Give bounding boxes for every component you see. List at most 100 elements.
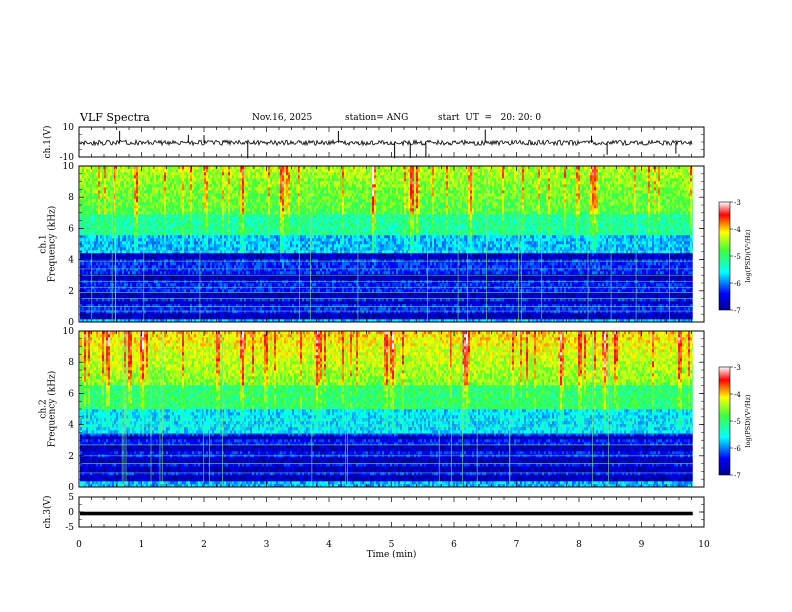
spectrogram-cell	[196, 199, 198, 202]
spectrogram-cell	[158, 187, 160, 190]
spectrogram-cell	[98, 196, 100, 199]
spectrogram-cell	[122, 175, 124, 178]
spectrogram-cell	[222, 178, 224, 181]
spectrogram-cell	[224, 274, 226, 277]
spectrogram-cell	[242, 268, 244, 271]
spectrogram-cell	[180, 169, 182, 172]
spectrogram-cell	[152, 169, 154, 172]
spectrogram-cell	[130, 301, 132, 304]
spectrogram-cell	[204, 301, 206, 304]
spectrogram-cell	[92, 316, 94, 319]
spectrogram-cell	[222, 289, 224, 292]
spectrogram-cell	[206, 169, 208, 172]
spectrogram-cell	[104, 205, 106, 208]
spectrogram-cell	[86, 208, 88, 211]
spectrogram-cell	[148, 184, 150, 187]
spectrogram-cell	[88, 196, 90, 199]
spectrogram-cell	[196, 184, 198, 187]
spectrogram-cell	[80, 238, 82, 241]
spectrogram-cell	[228, 259, 230, 262]
spectrogram-cell	[128, 247, 130, 250]
spectrogram-cell	[80, 199, 82, 202]
spectrogram-cell	[214, 190, 216, 193]
spectrogram-cell	[218, 283, 220, 286]
spectrogram-cell	[122, 199, 124, 202]
spectrogram-cell	[194, 274, 196, 277]
spectrogram-cell	[190, 268, 192, 271]
spectrogram-cell	[140, 193, 142, 196]
spectrogram-cell	[100, 259, 102, 262]
spectrogram-cell	[128, 196, 130, 199]
spectrogram-cell	[166, 175, 168, 178]
spectrogram-cell	[168, 202, 170, 205]
spectrogram-cell	[128, 172, 130, 175]
spectrogram-cell	[108, 235, 110, 238]
spectrogram-cell	[166, 262, 168, 265]
spectrogram-cell	[164, 289, 166, 292]
spectrogram-cell	[162, 175, 164, 178]
spectrogram-cell	[230, 205, 232, 208]
spectrogram-cell	[130, 283, 132, 286]
spectrogram-cell	[162, 244, 164, 247]
spectrogram-cell	[160, 238, 162, 241]
spectrogram-cell	[134, 238, 136, 241]
spectrogram-cell	[182, 226, 184, 229]
spectrogram-cell	[178, 262, 180, 265]
spectrogram-cell	[162, 196, 164, 199]
spectrogram-cell	[118, 241, 120, 244]
spectrogram-cell	[158, 289, 160, 292]
spectrogram-cell	[214, 187, 216, 190]
spectrogram-cell	[230, 268, 232, 271]
spectrogram-cell	[146, 187, 148, 190]
spectrogram-cell	[184, 220, 186, 223]
spectrogram-cell	[124, 235, 126, 238]
spectrogram-cell	[234, 223, 236, 226]
spectrogram-cell	[146, 193, 148, 196]
spectrogram-cell	[220, 193, 222, 196]
spectrogram-cell	[232, 187, 234, 190]
spectrogram-cell	[164, 316, 166, 319]
spectrogram-cell	[208, 187, 210, 190]
spectrogram-cell	[240, 214, 242, 217]
spectrogram-cell	[108, 175, 110, 178]
spectrogram-cell	[118, 175, 120, 178]
spectrogram-cell	[168, 259, 170, 262]
spectrogram-cell	[188, 277, 190, 280]
spectrogram-cell	[168, 205, 170, 208]
spectrogram-cell	[86, 187, 88, 190]
spectrogram-cell	[228, 175, 230, 178]
spectrogram-cell	[212, 181, 214, 184]
spectrogram-cell	[208, 289, 210, 292]
spectrogram-cell	[182, 199, 184, 202]
spectrogram-cell	[104, 187, 106, 190]
spectrogram-cell	[138, 202, 140, 205]
spectrogram-cell	[170, 274, 172, 277]
spectrogram-cell	[228, 271, 230, 274]
spectrogram-cell	[240, 307, 242, 310]
spectrogram-cell	[124, 196, 126, 199]
spectrogram-cell	[128, 289, 130, 292]
spectrogram-cell	[230, 226, 232, 229]
spectrogram-cell	[98, 247, 100, 250]
spectrogram-cell	[108, 241, 110, 244]
spectrogram-cell	[164, 301, 166, 304]
spectrogram-cell	[204, 304, 206, 307]
spectrogram-cell	[124, 316, 126, 319]
spectrogram-cell	[146, 271, 148, 274]
spectrogram-cell	[150, 241, 152, 244]
spectrogram-cell	[238, 313, 240, 316]
spectrogram-cell	[242, 175, 244, 178]
spectrogram-cell	[206, 208, 208, 211]
spectrogram-cell	[174, 271, 176, 274]
spectrogram-cell	[116, 271, 118, 274]
spectrogram-cell	[226, 277, 228, 280]
spectrogram-cell	[194, 175, 196, 178]
spectrogram-cell	[220, 208, 222, 211]
spectrogram-cell	[154, 190, 156, 193]
spectrogram-cell	[94, 283, 96, 286]
spectrogram-cell	[122, 241, 124, 244]
spectrogram-cell	[214, 241, 216, 244]
spectrogram-cell	[186, 241, 188, 244]
spectrogram-cell	[128, 193, 130, 196]
spectrogram-cell	[150, 238, 152, 241]
